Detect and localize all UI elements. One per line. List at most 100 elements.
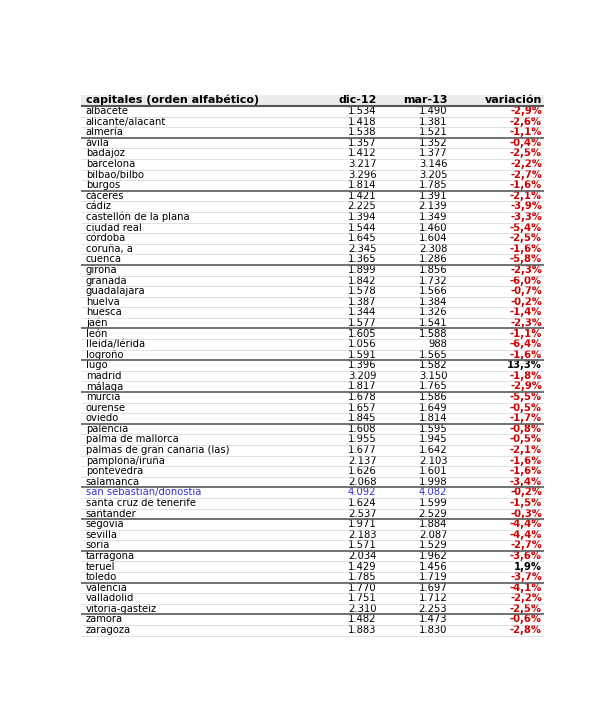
- Text: 1.582: 1.582: [418, 360, 447, 370]
- Text: valladolid: valladolid: [85, 593, 134, 603]
- Text: lleida/lérida: lleida/lérida: [85, 339, 145, 349]
- Text: 1.712: 1.712: [418, 593, 447, 603]
- Text: -5,5%: -5,5%: [510, 392, 542, 402]
- Text: granada: granada: [85, 276, 127, 286]
- Text: girona: girona: [85, 265, 117, 275]
- Text: 1.482: 1.482: [348, 614, 376, 624]
- Text: málaga: málaga: [85, 382, 123, 392]
- Text: santander: santander: [85, 508, 137, 518]
- Text: bilbao/bilbo: bilbao/bilbo: [85, 170, 144, 180]
- Text: 1.365: 1.365: [348, 254, 376, 264]
- Text: -1,6%: -1,6%: [510, 350, 542, 360]
- Text: 1.357: 1.357: [348, 138, 376, 148]
- FancyBboxPatch shape: [81, 94, 544, 106]
- Text: guadalajara: guadalajara: [85, 286, 145, 296]
- Text: 1.719: 1.719: [418, 572, 447, 582]
- Text: 4.082: 4.082: [419, 487, 447, 498]
- Text: 1.883: 1.883: [348, 625, 376, 635]
- Text: -1,5%: -1,5%: [510, 498, 542, 508]
- Text: 13,3%: 13,3%: [507, 360, 542, 370]
- Text: 1.344: 1.344: [348, 307, 376, 318]
- Text: 3.209: 3.209: [348, 371, 376, 381]
- Text: santa cruz de tenerife: santa cruz de tenerife: [85, 498, 196, 508]
- Text: sevilla: sevilla: [85, 530, 118, 540]
- Text: -2,1%: -2,1%: [510, 191, 542, 201]
- Text: murcia: murcia: [85, 392, 120, 402]
- Text: 1.814: 1.814: [419, 413, 447, 423]
- Text: pontevedra: pontevedra: [85, 467, 143, 476]
- Text: ourense: ourense: [85, 402, 126, 413]
- Text: 1.751: 1.751: [348, 593, 376, 603]
- Text: mar-13: mar-13: [403, 95, 447, 105]
- Text: 1.604: 1.604: [419, 233, 447, 243]
- Text: -2,2%: -2,2%: [510, 593, 542, 603]
- Text: almería: almería: [85, 127, 124, 138]
- Text: -1,7%: -1,7%: [510, 413, 542, 423]
- Text: 1.396: 1.396: [348, 360, 376, 370]
- Text: 1.817: 1.817: [348, 382, 376, 392]
- Text: huesca: huesca: [85, 307, 121, 318]
- Text: -2,3%: -2,3%: [510, 265, 542, 275]
- Text: león: león: [85, 328, 107, 338]
- Text: -0,6%: -0,6%: [510, 614, 542, 624]
- Text: 1.765: 1.765: [418, 382, 447, 392]
- Text: 1.842: 1.842: [348, 276, 376, 286]
- Text: coruña, a: coruña, a: [85, 244, 132, 254]
- Text: -2,5%: -2,5%: [510, 148, 542, 158]
- Text: 2.253: 2.253: [418, 604, 447, 614]
- Text: 2.034: 2.034: [348, 551, 376, 561]
- Text: 1.998: 1.998: [418, 477, 447, 487]
- Text: 1.677: 1.677: [348, 445, 376, 455]
- Text: -3,4%: -3,4%: [510, 477, 542, 487]
- Text: castellón de la plana: castellón de la plana: [85, 212, 189, 222]
- Text: 1.785: 1.785: [348, 572, 376, 582]
- Text: 1.577: 1.577: [348, 318, 376, 328]
- Text: -2,7%: -2,7%: [510, 540, 542, 550]
- Text: -1,6%: -1,6%: [510, 467, 542, 476]
- Text: -2,3%: -2,3%: [510, 318, 542, 328]
- Text: 2.087: 2.087: [419, 530, 447, 540]
- Text: lugo: lugo: [85, 360, 107, 370]
- Text: -2,7%: -2,7%: [510, 170, 542, 180]
- Text: -2,9%: -2,9%: [510, 106, 542, 116]
- Text: 1.697: 1.697: [418, 582, 447, 593]
- Text: 1.286: 1.286: [418, 254, 447, 264]
- Text: zaragoza: zaragoza: [85, 625, 131, 635]
- Text: 1.394: 1.394: [348, 212, 376, 222]
- Text: 1.056: 1.056: [348, 339, 376, 349]
- Text: 1.529: 1.529: [418, 540, 447, 550]
- Text: -6,4%: -6,4%: [510, 339, 542, 349]
- Text: 1.381: 1.381: [419, 117, 447, 127]
- Text: 1.945: 1.945: [418, 434, 447, 444]
- Text: -3,3%: -3,3%: [510, 212, 542, 222]
- Text: 1.785: 1.785: [418, 180, 447, 190]
- Text: 1.384: 1.384: [419, 297, 447, 307]
- Text: -1,6%: -1,6%: [510, 244, 542, 254]
- Text: 2.183: 2.183: [348, 530, 376, 540]
- Text: 1.678: 1.678: [348, 392, 376, 402]
- Text: 1.657: 1.657: [348, 402, 376, 413]
- Text: 1.624: 1.624: [348, 498, 376, 508]
- Text: palencia: palencia: [85, 424, 128, 434]
- Text: 1.971: 1.971: [348, 519, 376, 529]
- Text: 1.599: 1.599: [418, 498, 447, 508]
- Text: 3.296: 3.296: [348, 170, 376, 180]
- Text: -4,1%: -4,1%: [509, 582, 542, 593]
- Text: valencia: valencia: [85, 582, 127, 593]
- Text: córdoba: córdoba: [85, 233, 126, 243]
- Text: -0,4%: -0,4%: [510, 138, 542, 148]
- Text: 1.538: 1.538: [348, 127, 376, 138]
- Text: burgos: burgos: [85, 180, 120, 190]
- Text: 3.150: 3.150: [419, 371, 447, 381]
- Text: 1.473: 1.473: [419, 614, 447, 624]
- Text: 1.565: 1.565: [418, 350, 447, 360]
- Text: 1.391: 1.391: [418, 191, 447, 201]
- Text: 3.217: 3.217: [348, 159, 376, 169]
- Text: -1,1%: -1,1%: [509, 127, 542, 138]
- Text: ávila: ávila: [85, 138, 110, 148]
- Text: 1,9%: 1,9%: [514, 562, 542, 572]
- Text: madrid: madrid: [85, 371, 121, 381]
- Text: -5,8%: -5,8%: [510, 254, 542, 264]
- Text: san sebastián/donostia: san sebastián/donostia: [85, 487, 201, 498]
- Text: pamplona/iruña: pamplona/iruña: [85, 456, 165, 466]
